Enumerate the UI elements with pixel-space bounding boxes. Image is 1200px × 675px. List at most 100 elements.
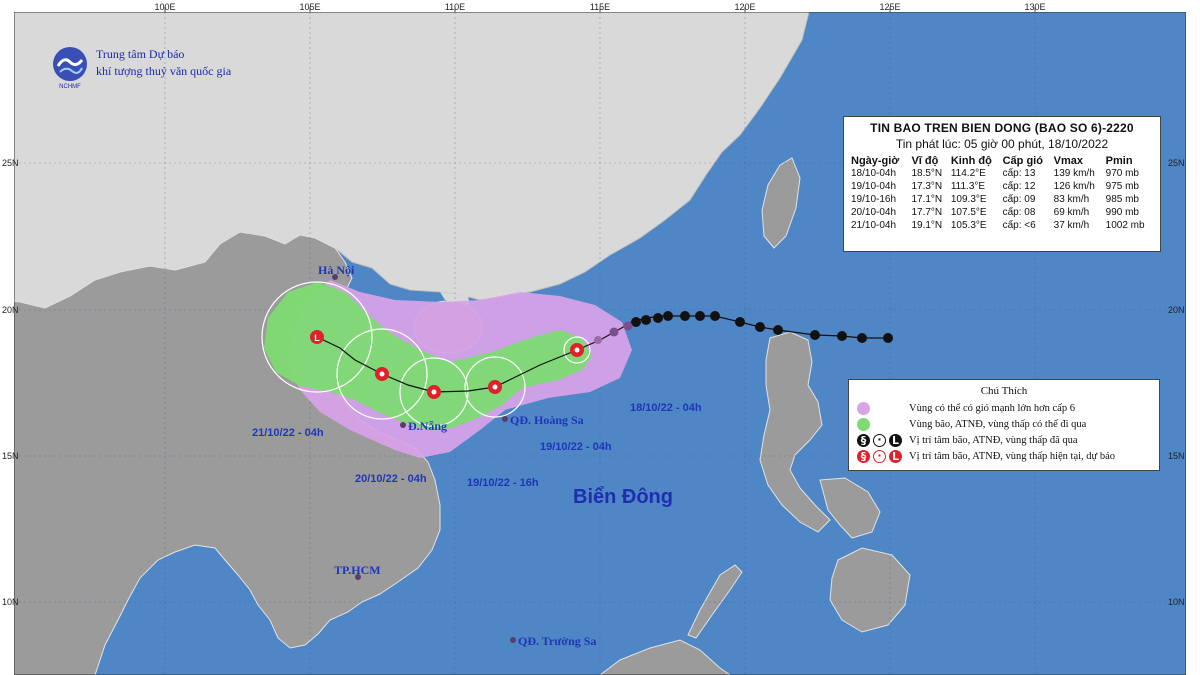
lat-label-20-right: 20N bbox=[1168, 305, 1185, 315]
table-cell: 985 mb bbox=[1105, 194, 1139, 205]
table-cell: 975 mb bbox=[1105, 181, 1139, 192]
table-cell: 17.1°N bbox=[911, 194, 943, 205]
forecast-low-icon: L bbox=[889, 449, 902, 463]
table-cell: cấp: 12 bbox=[1002, 181, 1036, 192]
strong-wind-swatch-icon bbox=[857, 401, 870, 415]
table-cell: 19.1°N bbox=[911, 220, 943, 231]
past-storm-icon bbox=[641, 315, 651, 325]
logo-text: NCHMF bbox=[59, 84, 81, 90]
past-storm-icon bbox=[883, 333, 893, 343]
table-cell: cấp: 09 bbox=[1002, 194, 1036, 205]
table-cell: 107.5°E bbox=[950, 207, 987, 218]
table-cell: 17.3°N bbox=[911, 181, 943, 192]
past-storm-icon bbox=[755, 322, 765, 332]
past-storm-icon bbox=[594, 336, 602, 344]
table-header: Vĩ độ bbox=[911, 155, 939, 167]
table-header: Pmin bbox=[1105, 155, 1133, 167]
storm-eye bbox=[431, 389, 437, 395]
taiwan-island bbox=[761, 157, 801, 249]
table-cell: cấp: 08 bbox=[1002, 207, 1036, 218]
radius-circles bbox=[261, 281, 591, 427]
storm-eye bbox=[574, 347, 580, 353]
forecast-track-line bbox=[316, 336, 578, 393]
lat-label-25-right: 25N bbox=[1168, 158, 1185, 168]
forecast-depression-icon: · bbox=[873, 449, 886, 463]
label-bien-dong: Biển Đông bbox=[573, 486, 673, 508]
danang-marker bbox=[400, 422, 406, 428]
lat-label-20-left: 20N bbox=[2, 305, 19, 315]
right-ruler bbox=[1186, 0, 1200, 675]
legend-title: Chú Thích bbox=[980, 385, 1028, 397]
palawan-island bbox=[687, 564, 743, 639]
lon-label-120: 120E bbox=[734, 2, 755, 12]
agency-logo: NCHMF bbox=[53, 47, 87, 90]
table-header: Kinh độ bbox=[950, 155, 992, 167]
table-cell: 139 km/h bbox=[1053, 168, 1095, 179]
table-row: 18/10-04h 18.5°N 114.2°E cấp: 13 139 km/… bbox=[850, 167, 1154, 180]
track-label-2: 19/10/22 - 04h bbox=[540, 441, 612, 453]
past-storm-icon bbox=[735, 317, 745, 327]
legend-item: § · L Vị trí tâm bão, ATNĐ, vùng thấp hi… bbox=[857, 448, 1151, 464]
lon-label-125: 125E bbox=[879, 2, 900, 12]
left-ruler bbox=[0, 0, 14, 675]
legend-text: Vùng có thể có gió mạnh lớn hơn cấp 6 bbox=[909, 402, 1075, 414]
hcm-marker bbox=[355, 574, 361, 580]
past-storm-icon bbox=[837, 331, 847, 341]
agency-name-line1: Trung tâm Dự báo bbox=[96, 47, 185, 61]
borneo-landmass bbox=[599, 639, 731, 675]
past-storm-icon bbox=[710, 311, 720, 321]
storm-eye bbox=[379, 371, 385, 377]
label-hcm: TP.HCM bbox=[334, 563, 381, 577]
storm-zone-swatch-icon bbox=[857, 417, 870, 431]
table-cell: 37 km/h bbox=[1053, 220, 1090, 231]
track-label-4: 20/10/22 - 04h bbox=[355, 473, 427, 485]
track-label-1: 18/10/22 - 04h bbox=[630, 402, 702, 414]
past-storm-icon bbox=[663, 311, 673, 321]
lat-label-10-right: 10N bbox=[1168, 597, 1185, 607]
past-storm-icon bbox=[609, 327, 619, 337]
bulletin-title: TIN BAO TREN BIEN DONG (BAO SO 6)-2220 bbox=[870, 121, 1134, 135]
table-cell: 21/10-04h bbox=[851, 220, 897, 231]
forecast-positions: L bbox=[310, 330, 584, 399]
legend-panel: Chú Thích Vùng có thể có gió mạnh lớn hơ… bbox=[848, 379, 1160, 471]
table-header: Ngày-giờ bbox=[851, 155, 900, 167]
lon-label-105: 105E bbox=[299, 2, 320, 12]
track-label-3: 19/10/22 - 16h bbox=[467, 477, 539, 489]
agency-name-line2: khí tượng thuỷ văn quốc gia bbox=[96, 64, 232, 78]
hoangsa-marker bbox=[502, 416, 508, 422]
table-cell: 69 km/h bbox=[1053, 207, 1090, 218]
track-label-5: 21/10/22 - 04h bbox=[252, 427, 324, 439]
table-cell: 1002 mb bbox=[1105, 220, 1145, 231]
low-pressure-glyph: L bbox=[314, 333, 320, 343]
storm-zone bbox=[264, 282, 592, 430]
legend-text: Vị trí tâm bão, ATNĐ, vùng thấp hiện tại… bbox=[909, 450, 1116, 462]
lat-label-15-right: 15N bbox=[1168, 451, 1185, 461]
label-hoangsa: QĐ. Hoàng Sa bbox=[510, 413, 584, 427]
lon-label-110: 110E bbox=[445, 2, 465, 12]
top-ruler bbox=[14, 0, 1186, 12]
table-cell: 105.3°E bbox=[950, 220, 987, 231]
hanoi-marker bbox=[332, 274, 338, 280]
table-cell: 19/10-16h bbox=[851, 194, 897, 205]
past-storm-icon bbox=[653, 313, 663, 323]
forecast-storm-icon: § bbox=[857, 449, 870, 463]
past-storm-icon bbox=[631, 317, 641, 327]
table-cell: 114.2°E bbox=[950, 168, 986, 179]
storm-eye bbox=[492, 384, 498, 390]
table-cell: cấp: 13 bbox=[1002, 168, 1036, 179]
lon-label-115: 115E bbox=[590, 2, 610, 12]
table-header-row: Ngày-giờ Vĩ độ Kinh độ Cấp gió Vmax Pmin bbox=[850, 155, 1154, 167]
lat-label-25-left: 25N bbox=[2, 158, 19, 168]
lat-label-15-left: 15N bbox=[2, 451, 19, 461]
table-cell: 111.3°E bbox=[950, 181, 986, 192]
philippines-visayas bbox=[819, 477, 881, 539]
legend-item: Vùng có thể có gió mạnh lớn hơn cấp 6 bbox=[857, 400, 1151, 416]
bulletin-panel: TIN BAO TREN BIEN DONG (BAO SO 6)-2220 T… bbox=[843, 116, 1161, 252]
past-storm-icon bbox=[623, 321, 633, 331]
table-cell: 18/10-04h bbox=[851, 168, 897, 179]
past-storm-icon bbox=[810, 330, 820, 340]
forecast-table: Ngày-giờ Vĩ độ Kinh độ Cấp gió Vmax Pmin… bbox=[850, 155, 1154, 232]
forecast-low-icon bbox=[310, 330, 324, 344]
lon-label-130: 130E bbox=[1024, 2, 1045, 12]
